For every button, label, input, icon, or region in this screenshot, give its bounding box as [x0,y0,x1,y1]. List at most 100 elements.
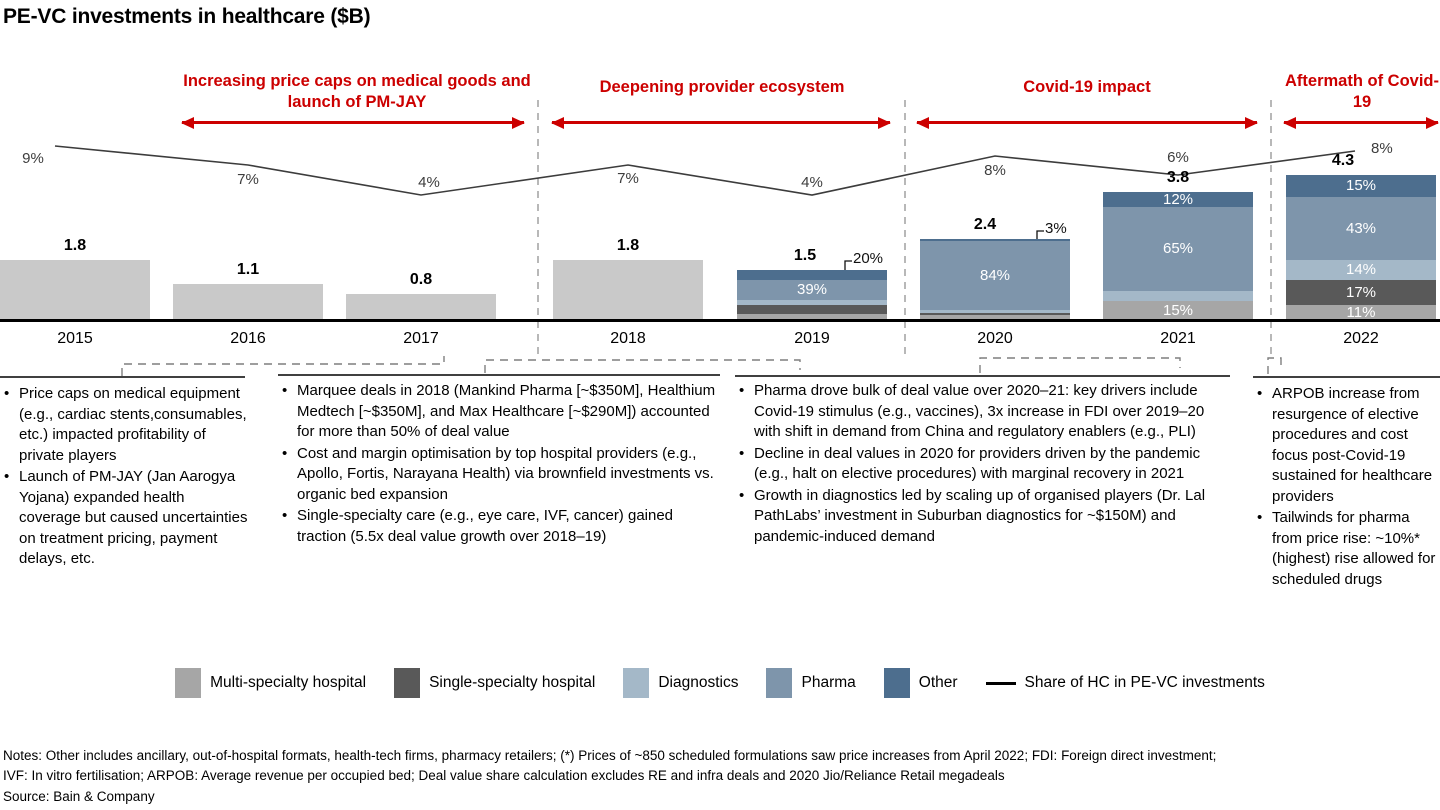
bullet-item: • Pharma drove bulk of deal value over 20… [737,381,1234,443]
note-line-3: Source: Bain & Company [3,788,155,804]
value-label: 4.3 [1331,152,1355,169]
legend-label: Pharma [801,674,856,691]
bar-segment: 15% [1286,175,1436,197]
note-line-2: IVF: In vitro fertilisation; ARPOB: Aver… [3,768,1005,784]
value-label: 3.8 [1166,169,1190,186]
bullet-marker: • [282,444,288,462]
legend-item-6: Share of HC in PE-VC investments [985,674,1265,692]
period-arrow [181,116,525,129]
year-label: 2020 [977,330,1013,347]
x-axis-line [0,319,1440,322]
bar-segment: 17% [1286,280,1436,305]
share-point-label: 6% [1167,149,1189,166]
bullet-item: • Marquee deals in 2018 (Mankind Pharma [… [280,381,722,443]
bar-2015 [0,260,150,321]
bullet-item: • Launch of PM-JAY (Jan Aarogya Yojana) e… [2,467,250,570]
chart-legend: Multi-specialty hospital Single-specialty… [0,668,1440,698]
bullet-text: Decline in deal values in 2020 for provi… [754,444,1201,483]
page-title: PE-VC investments in healthcare ($B) [3,5,371,28]
bullet-item: • Decline in deal values in 2020 for prov… [737,444,1234,485]
legend-label: Other [918,674,958,691]
arrowhead-left-icon [181,116,194,129]
bullet-text: Cost and margin optimisation by top hosp… [297,444,714,503]
arrowhead-left-icon [916,116,929,129]
arrowhead-right-icon [512,116,525,129]
segment-label: 43% [1345,219,1377,237]
value-label: 2.4 [973,216,997,233]
bar-2020: 84% [920,239,1070,321]
year-label: 2015 [57,330,93,347]
insight-column-2: • Marquee deals in 2018 (Mankind Pharma [… [280,381,722,548]
share-point-label: 7% [617,170,639,187]
bullet-marker: • [1257,385,1263,402]
bar-segment: 14% [1286,260,1436,280]
legend-label: Multi-specialty hospital [210,674,367,691]
bar-2018 [553,260,703,321]
bullet-text: Price caps on medical equipment (e.g., c… [19,385,247,464]
bullet-marker: • [739,382,745,399]
bar-segment [173,284,323,321]
bullet-marker: • [4,468,10,486]
bar-segment [737,305,887,314]
legend-item-3: Diagnostics [623,668,738,698]
share-point-label: 8% [984,162,1006,179]
callout-label: 3% [1045,220,1067,237]
insight-column-3: • Pharma drove bulk of deal value over 20… [737,381,1234,548]
bar-segment: 39% [737,280,887,300]
bar-segment [920,310,1070,313]
segment-label: 15% [1345,177,1377,195]
year-label: 2016 [230,330,266,347]
legend-swatch [623,668,650,698]
value-label: 1.8 [616,237,640,254]
value-label: 1.1 [236,261,260,278]
share-point-label: 8% [1371,140,1393,157]
bullet-text: ARPOB increase from resurgence of electi… [1272,385,1433,505]
period-heading: Increasing price caps on medical goods a… [183,72,531,112]
connector-bracket [979,357,1181,373]
legend-swatch [883,668,910,698]
bullet-text: Tailwinds for pharma from price rise: ~1… [1272,509,1436,588]
legend-label: Diagnostics [658,674,739,691]
arrowhead-left-icon [551,116,564,129]
value-label: 1.5 [793,247,817,264]
bar-segment [1103,291,1253,301]
arrowhead-right-icon [878,116,891,129]
bar-segment [920,315,1070,321]
year-label: 2017 [403,330,439,347]
segment-label: 65% [1162,240,1194,258]
insight-column-4: • ARPOB increase from resurgence of elect… [1255,384,1438,591]
value-label: 1.8 [63,237,87,254]
arrowhead-right-icon [1245,116,1258,129]
legend-swatch [175,668,202,698]
bullet-item: • Single-specialty care (e.g., eye care, … [280,506,722,547]
bullet-text: Single-specialty care (e.g., eye care, I… [297,507,674,545]
share-point-label: 7% [237,171,259,188]
bar-segment: 15% [1103,301,1253,321]
bullet-text: Launch of PM-JAY (Jan Aarogya Yojana) ex… [19,468,248,568]
bullet-marker: • [282,382,288,399]
bar-segment [920,239,1070,241]
bullet-marker: • [4,385,10,402]
segment-label: 84% [979,266,1011,284]
bullet-text: Marquee deals in 2018 (Mankind Pharma [~… [297,382,716,441]
year-label: 2018 [610,330,646,347]
bar-segment [737,300,887,305]
footnotes: Notes: Other includes ancillary, out-of-… [3,746,1216,807]
period-arrow [551,116,891,129]
note-line-1: Notes: Other includes ancillary, out-of-… [3,748,1217,763]
bullet-text: Growth in diagnostics led by scaling up … [754,486,1206,545]
bar-segment [346,294,496,321]
connector-bracket [121,356,445,376]
bar-segment [0,260,150,321]
bar-segment: 65% [1103,207,1253,291]
bar-segment [920,313,1070,315]
bullet-marker: • [739,486,745,504]
year-label: 2022 [1343,330,1379,347]
segment-label: 12% [1162,190,1194,208]
bar-segment: 84% [920,241,1070,310]
segment-label: 17% [1345,283,1377,301]
value-label: 0.8 [409,271,433,288]
share-point-label: 4% [801,174,823,191]
bullet-text: Pharma drove bulk of deal value over 202… [754,382,1205,441]
